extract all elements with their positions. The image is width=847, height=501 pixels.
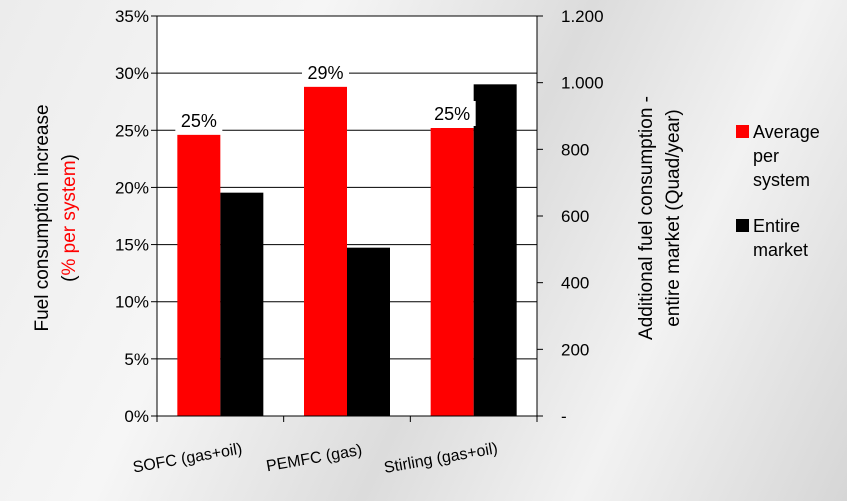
legend-swatch: [736, 125, 749, 138]
plot-area: 0% 5% 10% 15% 20% 25% 30% 35% - 200 400 600 800 1.000…: [115, 7, 604, 477]
x-category-label: Stirling (gas+oil): [383, 440, 499, 477]
y-left-tick-label: 15%: [115, 236, 149, 255]
data-label-box: [428, 101, 476, 126]
legend-label: Average: [753, 122, 820, 142]
y-left-tick-label: 0%: [124, 407, 149, 426]
y-right-tick-label: 1.200: [561, 7, 604, 26]
bar-average-per-system: [304, 86, 347, 416]
y-left-tick-label: 5%: [124, 350, 149, 369]
y-right-tick-label: -: [561, 407, 567, 426]
data-label-box: [175, 107, 223, 133]
y-right-tick-label: 400: [561, 274, 589, 293]
y-left-title-close-paren: ): [59, 154, 80, 160]
y-left-title-red: % per system: [59, 160, 80, 275]
y-right-title-line2: entire market (Quad/year): [663, 109, 684, 327]
y-left-title-open-paren: (: [59, 275, 80, 282]
bar-entire-market: [220, 192, 264, 416]
y-right-tick-label: 1.000: [561, 74, 604, 93]
legend-label: system: [753, 170, 810, 190]
bar-average-per-system: [177, 134, 221, 416]
y-left-title-line2: (% per system): [59, 154, 80, 282]
y-right-tick-label: 200: [561, 340, 589, 359]
y-left-tick-label: 20%: [115, 178, 149, 197]
legend: Average per system Entire market: [736, 122, 820, 260]
x-category-label: SOFC (gas+oil): [132, 441, 244, 477]
y-right-tick-label: 600: [561, 207, 589, 226]
y-right-tick-label: 800: [561, 140, 589, 159]
data-label: 25%: [434, 104, 470, 124]
data-label-box: [302, 59, 349, 85]
data-label: 25%: [181, 111, 217, 131]
y-left-tick-label: 10%: [115, 293, 149, 312]
y-left-tick-label: 35%: [115, 7, 149, 26]
y-left-title-line1: Fuel consumption increase: [32, 104, 53, 331]
bar-average-per-system: [430, 128, 474, 416]
y-left-tick-label: 25%: [115, 121, 149, 140]
bar-entire-market: [473, 84, 517, 416]
legend-label: Entire: [753, 216, 800, 236]
legend-label: per: [753, 146, 779, 166]
y-left-tick-label: 30%: [115, 64, 149, 83]
y-right-title-line1: Additional fuel consumption -: [636, 96, 657, 340]
data-label: 29%: [307, 63, 343, 83]
legend-swatch: [736, 219, 749, 232]
legend-label: market: [753, 240, 808, 260]
bar-entire-market: [347, 247, 390, 416]
x-category-label: PEMFC (gas): [265, 442, 363, 476]
